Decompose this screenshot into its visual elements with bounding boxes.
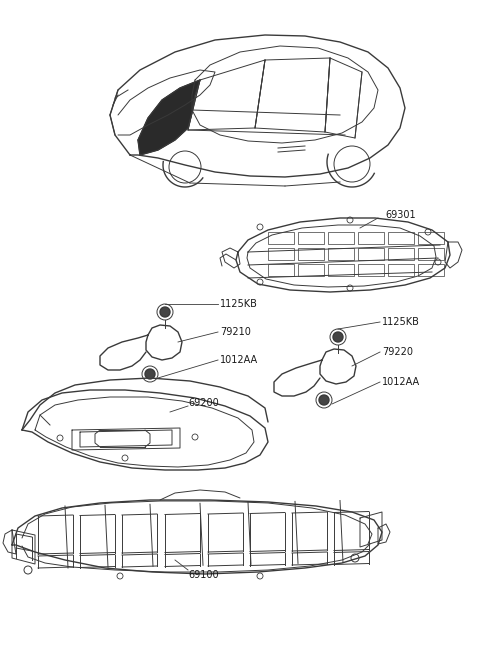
- Bar: [268, 248, 294, 260]
- Text: 1012AA: 1012AA: [382, 377, 420, 387]
- Text: 79220: 79220: [382, 347, 413, 357]
- Bar: [388, 248, 414, 260]
- Bar: [298, 264, 324, 276]
- Bar: [388, 232, 414, 244]
- Text: 69301: 69301: [385, 210, 416, 220]
- Text: 1125KB: 1125KB: [382, 317, 420, 327]
- Polygon shape: [138, 80, 200, 155]
- Bar: [268, 264, 294, 276]
- Circle shape: [145, 369, 155, 379]
- Bar: [418, 248, 444, 260]
- Bar: [418, 232, 444, 244]
- Bar: [388, 264, 414, 276]
- Bar: [358, 264, 384, 276]
- Bar: [268, 232, 294, 244]
- Circle shape: [333, 332, 343, 342]
- Bar: [298, 248, 324, 260]
- Circle shape: [160, 307, 170, 317]
- Circle shape: [319, 395, 329, 405]
- Bar: [328, 264, 354, 276]
- Text: 69200: 69200: [188, 398, 219, 408]
- Text: 1125KB: 1125KB: [220, 299, 258, 309]
- Bar: [358, 248, 384, 260]
- Bar: [328, 232, 354, 244]
- Text: 1012AA: 1012AA: [220, 355, 258, 365]
- Bar: [298, 232, 324, 244]
- Bar: [328, 248, 354, 260]
- Bar: [418, 264, 444, 276]
- Text: 79210: 79210: [220, 327, 251, 337]
- Text: 69100: 69100: [188, 570, 218, 580]
- Bar: [358, 232, 384, 244]
